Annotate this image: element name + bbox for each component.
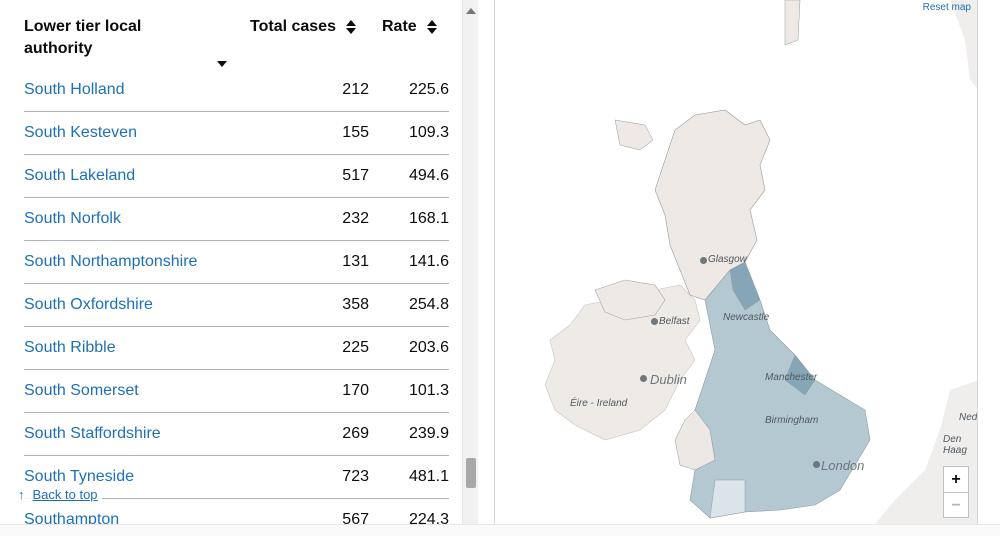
header-rate-label: Rate <box>382 18 417 35</box>
sort-desc-icon[interactable] <box>217 54 227 72</box>
rate-value: 101.3 <box>408 382 449 399</box>
map-england <box>689 261 871 519</box>
total-cases-value: 567 <box>342 511 369 524</box>
table-row: South Tyneside 723 481.1 <box>24 456 449 499</box>
total-cases-value: 358 <box>342 296 369 313</box>
map-wales <box>674 409 716 471</box>
authority-link[interactable]: South Staffordshire <box>24 425 161 442</box>
table-row: South Northamptonshire 131 141.6 <box>24 241 449 284</box>
table-scrollbar[interactable] <box>462 0 478 524</box>
total-cases-value: 212 <box>342 81 369 98</box>
scrollbar-thumb[interactable] <box>466 458 476 488</box>
rate-value: 168.1 <box>408 210 449 227</box>
table-row: South Norfolk 232 168.1 <box>24 198 449 241</box>
rate-value: 239.9 <box>408 425 449 442</box>
table-row: South Ribble 225 203.6 <box>24 327 449 370</box>
table-body: South Holland 212 225.6 South Kesteven 1… <box>24 69 449 524</box>
header-local-authority-label: Lower tier local authority <box>24 18 142 57</box>
map-northern-ireland <box>594 279 666 321</box>
table-header: Lower tier local authority Total cases R… <box>24 16 449 68</box>
city-label-london: London <box>821 458 865 473</box>
bottom-strip <box>0 524 1000 536</box>
rate-value: 481.1 <box>408 468 449 485</box>
zoom-in-button[interactable]: + <box>951 471 961 488</box>
zoom-out-button[interactable]: − <box>944 492 968 517</box>
map-region-high <box>729 261 761 311</box>
table-row: South Oxfordshire 358 254.8 <box>24 284 449 327</box>
total-cases-value: 155 <box>342 124 369 141</box>
authority-link[interactable]: South Oxfordshire <box>24 296 153 313</box>
city-label-den-haag: Den Haag <box>943 434 967 456</box>
table-row: South Kesteven 155 109.3 <box>24 112 449 155</box>
total-cases-value: 269 <box>342 425 369 442</box>
table-row: South Somerset 170 101.3 <box>24 370 449 413</box>
sort-both-icon <box>427 19 438 34</box>
table-row: South Staffordshire 269 239.9 <box>24 413 449 456</box>
back-to-top-link[interactable]: Back to top <box>32 487 98 502</box>
authority-link[interactable]: South Kesteven <box>24 124 137 141</box>
city-label-newcastle: Newcastle <box>723 312 770 323</box>
authority-link[interactable]: Southampton <box>24 511 120 524</box>
scroll-up-arrow-icon[interactable] <box>466 2 476 14</box>
map-region-high <box>784 354 816 396</box>
map-region-low <box>709 479 746 519</box>
city-label-belfast: Belfast <box>659 316 690 327</box>
city-marker <box>700 257 707 264</box>
total-cases-value: 225 <box>342 339 369 356</box>
authority-link[interactable]: South Northamptonshire <box>24 253 198 270</box>
total-cases-value: 723 <box>342 468 369 485</box>
map-land-north-europe <box>950 0 977 88</box>
rate-value: 225.6 <box>408 81 449 98</box>
header-total-cases-label: Total cases <box>250 18 336 35</box>
reset-map-button[interactable]: Reset map <box>922 2 971 13</box>
rate-value: 203.6 <box>408 339 449 356</box>
authority-link[interactable]: South Lakeland <box>24 167 136 184</box>
total-cases-value: 517 <box>342 167 369 184</box>
zoom-control: + − <box>943 466 969 518</box>
rate-value: 224.3 <box>408 511 449 524</box>
country-label-ireland: Éire - Ireland <box>570 398 628 409</box>
header-local-authority[interactable]: Lower tier local authority <box>24 16 184 60</box>
table-row: South Holland 212 225.6 <box>24 69 449 112</box>
rate-value: 494.6 <box>408 167 449 184</box>
rate-value: 141.6 <box>408 253 449 270</box>
rate-value: 254.8 <box>408 296 449 313</box>
total-cases-value: 131 <box>342 253 369 270</box>
authority-link[interactable]: South Tyneside <box>24 468 135 485</box>
city-marker <box>640 375 647 382</box>
arrow-up-icon: ↑ <box>18 487 25 502</box>
header-rate[interactable]: Rate <box>382 16 452 38</box>
authority-link[interactable]: South Ribble <box>24 339 116 356</box>
authority-link[interactable]: South Holland <box>24 81 125 98</box>
table-row: South Lakeland 517 494.6 <box>24 155 449 198</box>
city-label-dublin: Dublin <box>650 372 687 387</box>
map-panel[interactable]: Reset map Glasgow Belfast Dublin Éire - … <box>494 0 978 524</box>
header-total-cases[interactable]: Total cases <box>250 16 366 38</box>
authority-link[interactable]: South Somerset <box>24 382 139 399</box>
total-cases-value: 232 <box>342 210 369 227</box>
city-label-glasgow: Glasgow <box>708 254 747 265</box>
map-scotland <box>654 109 771 301</box>
back-to-top[interactable]: ↑ Back to top <box>18 486 102 504</box>
sort-both-icon <box>346 19 357 34</box>
map-scotland-island <box>614 119 654 151</box>
total-cases-value: 170 <box>342 382 369 399</box>
map-shetland <box>784 0 801 46</box>
rate-value: 109.3 <box>408 124 449 141</box>
table-row: Southampton 567 224.3 <box>24 499 449 524</box>
authority-link[interactable]: South Norfolk <box>24 210 121 227</box>
country-label-netherlands: Nede <box>959 412 978 423</box>
cases-table-panel: Lower tier local authority Total cases R… <box>6 0 461 524</box>
city-marker <box>813 461 820 468</box>
city-label-birmingham: Birmingham <box>765 415 819 426</box>
city-marker <box>651 318 658 325</box>
city-label-manchester: Manchester <box>765 372 818 383</box>
map-ireland <box>544 284 701 441</box>
